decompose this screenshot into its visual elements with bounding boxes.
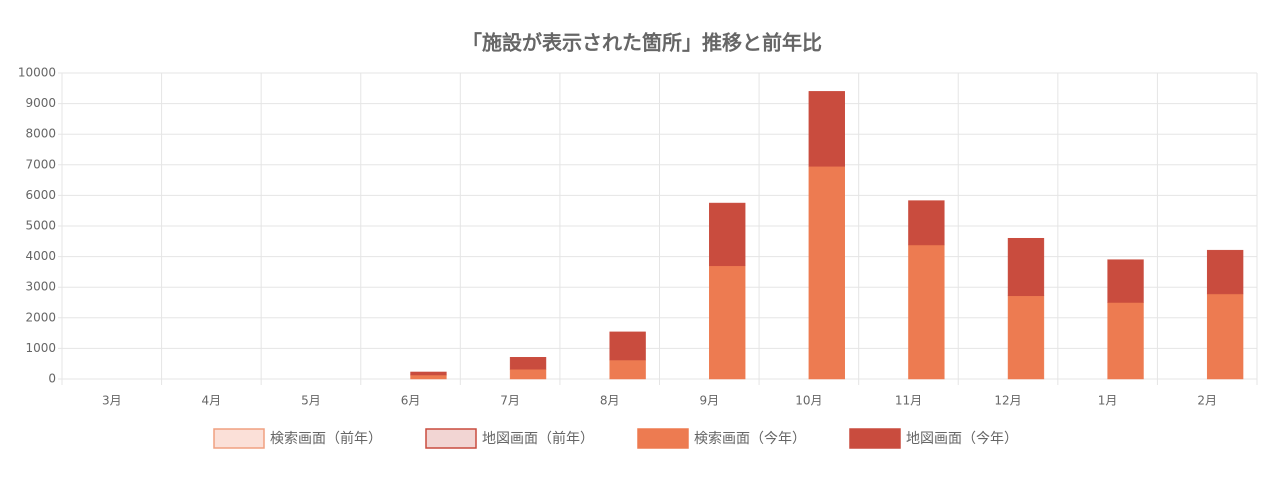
bar-segment	[1007, 237, 1045, 297]
bar-segment	[410, 371, 447, 376]
x-tick-label: 7月	[500, 394, 520, 408]
x-tick-label: 5月	[301, 394, 321, 408]
x-tick-label: 1月	[1098, 394, 1118, 408]
legend-swatch	[637, 428, 689, 449]
bar-segment	[808, 91, 845, 167]
y-tick-label: 2000	[25, 310, 56, 324]
x-tick-label: 6月	[401, 394, 421, 408]
legend-label: 検索画面（前年）	[270, 430, 382, 447]
bar-segment	[1107, 302, 1144, 380]
x-tick-label: 4月	[202, 394, 222, 408]
bar-segment	[1107, 259, 1144, 303]
bar-segment	[509, 368, 547, 380]
bar-segment	[709, 265, 746, 380]
x-tick-label: 2月	[1197, 394, 1217, 408]
y-tick-label: 10000	[18, 66, 56, 80]
bar-segment	[609, 359, 646, 380]
bar-segment	[1206, 293, 1244, 380]
legend-label: 地図画面（今年）	[906, 431, 1018, 447]
x-tick-label: 11月	[895, 394, 922, 408]
y-tick-label: 5000	[25, 219, 56, 233]
legend-swatch	[213, 428, 265, 449]
y-tick-label: 9000	[25, 96, 56, 110]
y-tick-label: 6000	[25, 188, 56, 202]
legend-swatch	[425, 428, 477, 449]
legend-label: 地図画面（前年）	[482, 430, 594, 447]
y-tick-label: 4000	[25, 249, 56, 263]
bar-segment	[410, 374, 447, 380]
y-tick-label: 0	[48, 372, 56, 386]
x-tick-label: 9月	[699, 394, 719, 408]
x-tick-label: 12月	[994, 394, 1021, 408]
y-tick-label: 7000	[25, 157, 56, 171]
bar-segment	[509, 357, 547, 370]
x-tick-label: 3月	[102, 394, 122, 408]
bar-segment	[808, 166, 845, 380]
bar-segment	[908, 244, 945, 380]
x-tick-label: 10月	[795, 394, 822, 408]
bar-segment	[609, 331, 646, 361]
bar-segment	[1007, 295, 1045, 380]
x-tick-label: 8月	[600, 394, 620, 408]
legend-label: 検索画面（今年）	[694, 430, 806, 447]
bar-segment	[1206, 249, 1244, 295]
y-tick-label: 3000	[25, 280, 56, 294]
legend-swatch	[849, 428, 901, 449]
chart-title: 「施設が表示された箇所」推移と前年比	[462, 31, 822, 55]
y-tick-label: 1000	[25, 341, 56, 355]
bar-segment	[709, 202, 746, 267]
bar-segment	[908, 200, 945, 246]
y-tick-label: 8000	[25, 127, 56, 141]
